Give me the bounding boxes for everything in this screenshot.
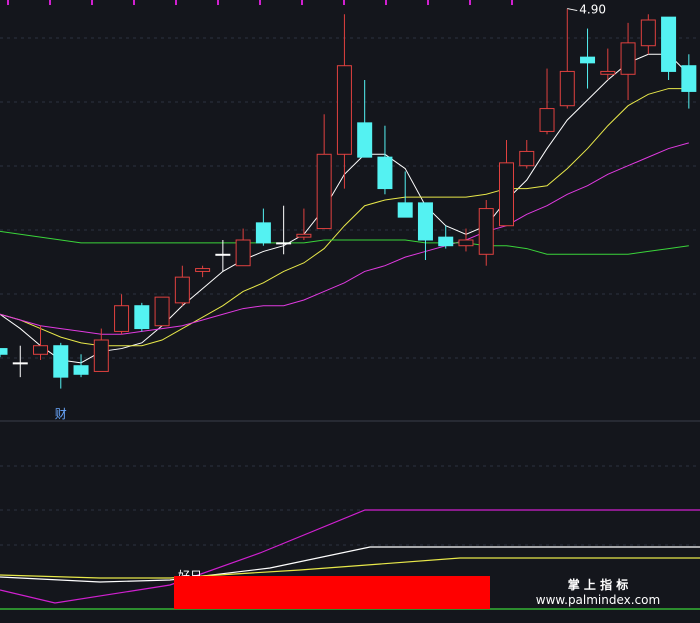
candle-body: [580, 56, 596, 64]
grid: [0, 37, 700, 546]
candle-body: [174, 276, 190, 304]
candle-body: [499, 162, 514, 227]
candle-body: [681, 65, 697, 92]
candle-body: [397, 202, 413, 218]
candle-body: [458, 239, 474, 247]
candle-body: [661, 16, 677, 72]
candle-body: [255, 222, 271, 244]
moving-average: [0, 88, 689, 347]
candle-body: [93, 339, 109, 372]
event-label: 财: [55, 407, 67, 421]
watermark-title: 掌 上 指 标: [568, 577, 629, 592]
candle-body: [620, 42, 636, 75]
candle-body: [559, 70, 575, 107]
candle-body: [377, 156, 393, 190]
candle-body: [33, 345, 49, 355]
indicator-line: [0, 557, 700, 579]
candle-body: [114, 305, 130, 332]
candle-body: [154, 296, 170, 327]
watermark-url: www.palmindex.com: [536, 593, 660, 607]
top-markers: [7, 0, 513, 5]
candle-body: [357, 122, 373, 158]
high-annotation: 4.90: [579, 3, 606, 17]
candle-body: [276, 242, 292, 245]
annotation-arrow: [567, 8, 578, 12]
candle-body: [195, 268, 211, 272]
candle-body: [296, 233, 312, 238]
candle-body: [215, 253, 231, 256]
candle-body: [478, 208, 494, 255]
candle-body: [12, 362, 28, 365]
candle-body: [519, 150, 535, 167]
moving-average: [0, 230, 689, 255]
indicator-line: [0, 546, 700, 583]
candle-body: [438, 236, 454, 247]
candle-body: [235, 239, 251, 267]
candle-body: [73, 365, 89, 375]
candle-body: [417, 202, 433, 241]
candle-body: [134, 305, 150, 330]
candle-body: [600, 70, 616, 75]
candle-body: [336, 65, 352, 155]
candle-body: [640, 19, 656, 47]
candle-body: [0, 348, 8, 355]
candle-body: [539, 108, 555, 132]
watermark-box: [174, 576, 490, 609]
candle-body: [316, 153, 332, 230]
indicator-line: [0, 509, 700, 604]
candle-body: [53, 345, 69, 378]
moving-average: [0, 142, 689, 335]
